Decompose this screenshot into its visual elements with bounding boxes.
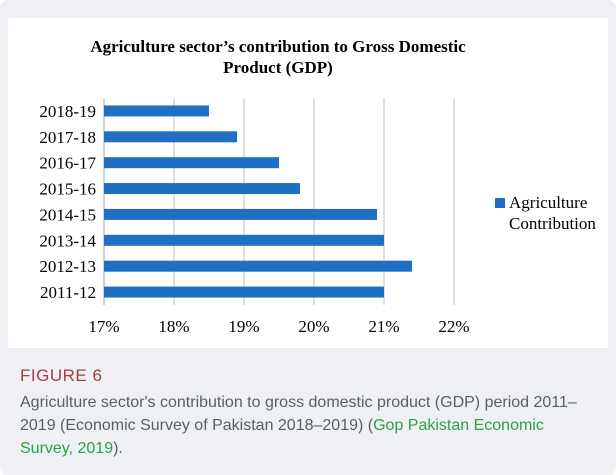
y-tick-label: 2012-13: [39, 257, 96, 276]
y-tick-label: 2016-17: [39, 154, 96, 173]
x-tick-label: 20%: [298, 317, 329, 336]
x-tick-label: 22%: [438, 317, 469, 336]
x-tick-label: 19%: [228, 317, 259, 336]
y-tick-label: 2013-14: [39, 231, 96, 250]
y-tick-label: 2014-15: [39, 205, 96, 224]
bar: [104, 105, 209, 117]
caption-text: Agriculture sector's contribution to gro…: [20, 394, 577, 434]
legend-swatch: [495, 198, 505, 208]
x-tick-label: 18%: [158, 317, 189, 336]
chart-panel: Agriculture sector’s contribution to Gro…: [8, 18, 608, 348]
figure-caption: Agriculture sector's contribution to gro…: [20, 391, 600, 460]
y-tick-label: 2018-19: [39, 102, 96, 121]
legend-label: Agriculture: [509, 193, 587, 212]
caption-reference-link[interactable]: Gop Pakistan Economic Survey, 2019: [20, 417, 544, 457]
bar: [104, 260, 412, 272]
bar: [104, 208, 377, 220]
figure-label: FIGURE 6: [20, 366, 103, 385]
y-tick-label: 2017-18: [39, 128, 96, 147]
bar: [104, 234, 384, 246]
legend-label: Contribution: [509, 214, 596, 233]
chart-title: Agriculture sector’s contribution to Gro…: [90, 37, 466, 77]
x-tick-label: 17%: [88, 317, 119, 336]
y-tick-label: 2011-12: [40, 283, 96, 302]
bar: [104, 183, 300, 195]
x-tick-label: 21%: [368, 317, 399, 336]
caption-end: ).: [113, 440, 123, 457]
bar: [104, 286, 384, 298]
y-tick-label: 2015-16: [39, 180, 96, 199]
bar-chart: 17% 18% 19% 20% 21% 22% 2018-19 2017-18 2016-17 2…: [39, 98, 596, 336]
bar: [104, 131, 237, 143]
bar: [104, 157, 279, 169]
